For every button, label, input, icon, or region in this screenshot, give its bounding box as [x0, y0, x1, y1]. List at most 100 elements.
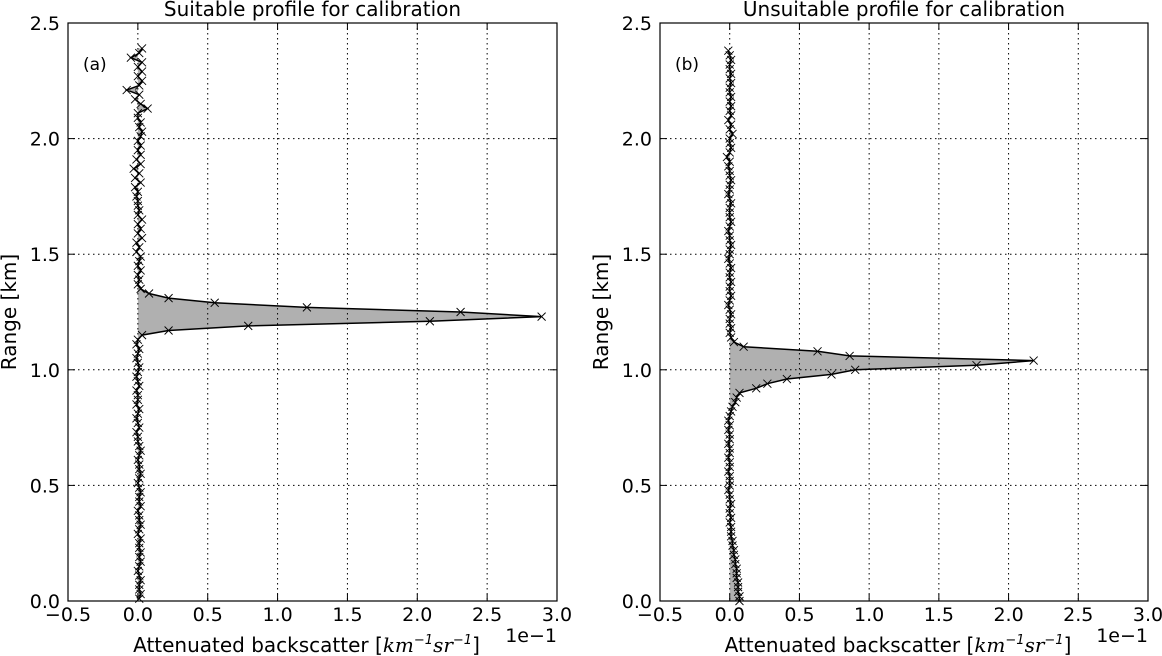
- data-point-marker: [726, 111, 736, 120]
- data-point-marker: [725, 185, 735, 194]
- data-point-marker: [133, 455, 143, 465]
- data-point-marker: [725, 286, 735, 296]
- data-point-marker: [136, 548, 145, 557]
- data-point-marker: [133, 566, 143, 576]
- data-point-marker: [133, 145, 143, 155]
- y-tick-label: 1.0: [30, 360, 60, 382]
- data-point-marker: [725, 420, 735, 430]
- data-point-marker: [726, 92, 736, 102]
- data-point-marker: [134, 538, 144, 548]
- x-tick-label: 1.0: [854, 604, 884, 626]
- data-point-marker: [133, 201, 143, 210]
- data-point-marker: [725, 434, 735, 444]
- data-point-marker: [725, 504, 735, 513]
- data-point-marker: [134, 242, 144, 252]
- data-point-marker: [243, 321, 253, 331]
- data-point-marker: [725, 490, 735, 499]
- data-point-marker: [726, 513, 736, 523]
- axes-frame: [67, 22, 558, 602]
- data-point-marker: [735, 592, 744, 601]
- data-point-marker: [725, 411, 735, 421]
- data-point-marker: [730, 397, 740, 407]
- unit-sr: sr: [433, 633, 454, 656]
- data-point-marker: [725, 314, 735, 324]
- data-point-marker: [133, 506, 143, 516]
- data-point-marker: [134, 562, 144, 571]
- data-point-marker: [137, 127, 147, 136]
- x-tick-label: 2.5: [1063, 604, 1093, 626]
- data-point-marker: [134, 492, 144, 502]
- data-point-marker: [134, 441, 144, 451]
- data-point-marker: [133, 136, 143, 146]
- data-point-marker: [136, 99, 145, 109]
- data-point-marker: [133, 261, 143, 271]
- data-point-marker: [751, 383, 761, 393]
- data-point-marker: [725, 83, 735, 93]
- data-point-marker: [136, 131, 145, 141]
- data-point-marker: [725, 88, 735, 97]
- data-point-marker: [134, 585, 144, 594]
- data-point-marker: [730, 559, 740, 569]
- data-point-marker: [725, 462, 735, 472]
- data-point-marker: [724, 46, 733, 56]
- x-axis-label-close: ]: [1064, 633, 1072, 656]
- data-point-marker: [725, 296, 735, 305]
- data-point-marker: [729, 337, 739, 347]
- data-point-marker: [134, 48, 144, 58]
- y-tick-label: 2.0: [622, 129, 652, 151]
- x-tick-label: 1.0: [262, 604, 292, 626]
- data-point-marker: [724, 467, 733, 476]
- data-point-marker: [725, 319, 735, 328]
- data-point-marker: [136, 224, 145, 234]
- x-tick-label: −0.5: [45, 604, 91, 626]
- chart-title: Unsuitable profile for calibration: [743, 0, 1065, 21]
- data-point-marker: [725, 74, 735, 83]
- data-point-marker: [725, 245, 735, 254]
- data-point-marker: [725, 268, 735, 278]
- data-point-marker: [136, 534, 145, 543]
- data-point-marker: [134, 256, 144, 266]
- y-tick-label: 1.0: [622, 360, 652, 382]
- data-point-marker: [134, 363, 144, 372]
- data-point-marker: [134, 423, 144, 432]
- data-point-marker: [136, 575, 145, 585]
- data-point-marker: [726, 217, 736, 227]
- data-point-marker: [133, 418, 143, 428]
- data-point-marker: [739, 342, 748, 351]
- data-point-marker: [726, 277, 736, 287]
- data-point-marker: [735, 388, 744, 398]
- data-point-marker: [725, 106, 735, 116]
- data-point-marker: [725, 97, 735, 106]
- data-point-marker: [133, 270, 143, 280]
- y-tick-label: 0.5: [622, 475, 652, 497]
- data-point-marker: [845, 351, 854, 361]
- data-point-marker: [134, 205, 144, 215]
- data-point-marker: [726, 499, 736, 509]
- chart-panel-b: −0.5 0.0 0.5 1.0 1.5 2.0 2.5 3.00.00.51.01.52.0…: [589, 0, 1162, 656]
- data-point-marker: [725, 444, 735, 453]
- panel-label: (b): [675, 55, 699, 75]
- data-point-marker: [425, 316, 435, 326]
- data-point-marker: [725, 194, 735, 204]
- data-point-marker: [134, 543, 144, 553]
- data-point-marker: [134, 460, 144, 469]
- data-point-marker: [725, 157, 735, 167]
- data-point-marker: [133, 390, 143, 400]
- data-point-marker: [725, 222, 735, 231]
- data-point-marker: [725, 231, 735, 241]
- data-point-marker: [827, 370, 836, 379]
- data-point-marker: [133, 196, 143, 206]
- data-point-marker: [537, 312, 546, 321]
- data-point-marker: [456, 307, 465, 317]
- data-point-marker: [132, 386, 141, 395]
- data-point-marker: [725, 476, 735, 486]
- x-tick-label: 3.0: [1133, 604, 1162, 626]
- data-point-marker: [134, 474, 144, 483]
- data-point-marker: [133, 478, 143, 488]
- data-point-marker: [725, 212, 735, 222]
- x-axis-offset-text: 1e−1: [1096, 625, 1148, 647]
- data-point-marker: [732, 393, 742, 402]
- data-point-marker: [132, 427, 141, 437]
- y-tick-label: 2.5: [622, 13, 652, 35]
- data-point-marker: [725, 328, 735, 338]
